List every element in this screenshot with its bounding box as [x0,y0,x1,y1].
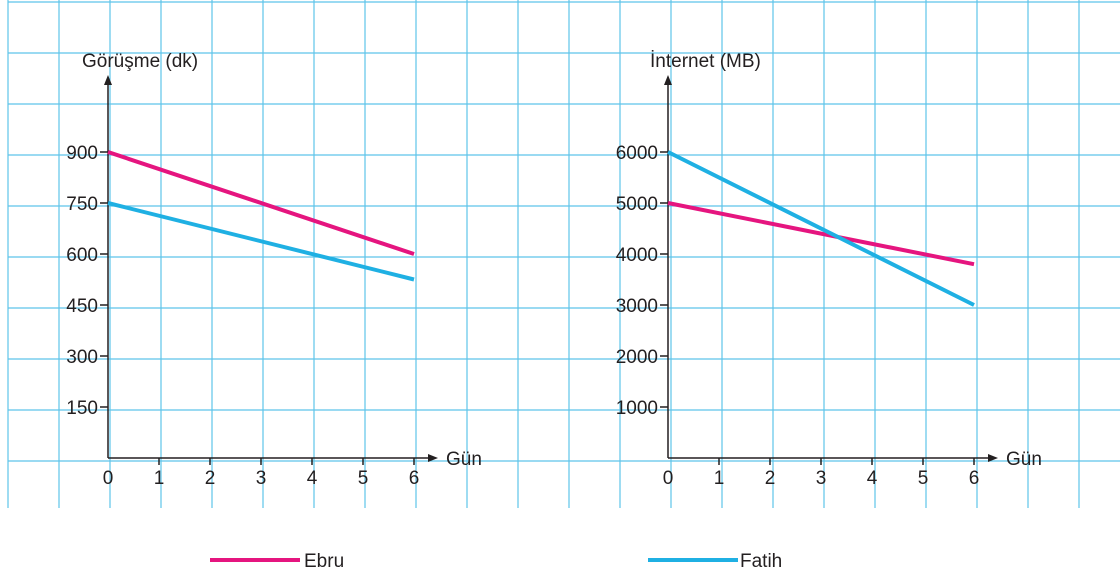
x-tick-label: 1 [714,468,725,489]
grid-background [7,0,1120,508]
series-line-ebru [107,150,415,256]
y-tick-label: 6000 [616,143,658,164]
x-axis-arrow [988,454,998,462]
x-tick-label: 5 [918,468,929,489]
x-tick-label: 5 [358,468,369,489]
x-tick-label: 2 [205,468,216,489]
x-tick-label: 2 [765,468,776,489]
series-line-ebru [667,201,975,267]
y-tick-label: 4000 [616,245,658,266]
x-axis-title: Gün [446,449,482,470]
y-tick-label: 300 [66,347,98,368]
y-tick-label: 5000 [616,194,658,215]
y-tick-label: 450 [66,296,98,317]
chart-internet: İnternet (MB) Gün 1000 2000 3000 4000 5000 6000… [616,51,1042,489]
y-axis-title: İnternet (MB) [650,51,761,72]
y-tick-label: 900 [66,143,98,164]
x-tick-label: 3 [816,468,827,489]
y-axis-title: Görüşme (dk) [82,51,198,72]
y-tick-label: 150 [66,398,98,419]
y-axis-arrow [664,75,672,85]
y-tick-label: 600 [66,245,98,266]
y-tick-label: 750 [66,194,98,215]
x-tick-label: 0 [663,468,674,489]
x-tick-label: 6 [969,468,980,489]
y-tick-label: 1000 [616,398,658,419]
x-tick-label: 4 [867,468,878,489]
chart-gorusme: Görüşme (dk) Gün 150 300 450 600 750 900 0 1 2 3 4 5 6 [66,51,482,489]
x-axis-title: Gün [1006,449,1042,470]
x-tick-label: 3 [256,468,267,489]
series-line-fatih [667,150,975,307]
legend-label-fatih: Fatih [740,551,782,572]
x-axis-arrow [428,454,438,462]
legend: Ebru Fatih [210,551,782,572]
x-tick-label: 1 [154,468,165,489]
x-tick-label: 0 [103,468,114,489]
series-line-fatih [107,201,415,282]
y-tick-label: 2000 [616,347,658,368]
x-tick-label: 6 [409,468,420,489]
y-axis-arrow [104,75,112,85]
y-tick-label: 3000 [616,296,658,317]
legend-label-ebru: Ebru [304,551,344,572]
x-tick-label: 4 [307,468,318,489]
